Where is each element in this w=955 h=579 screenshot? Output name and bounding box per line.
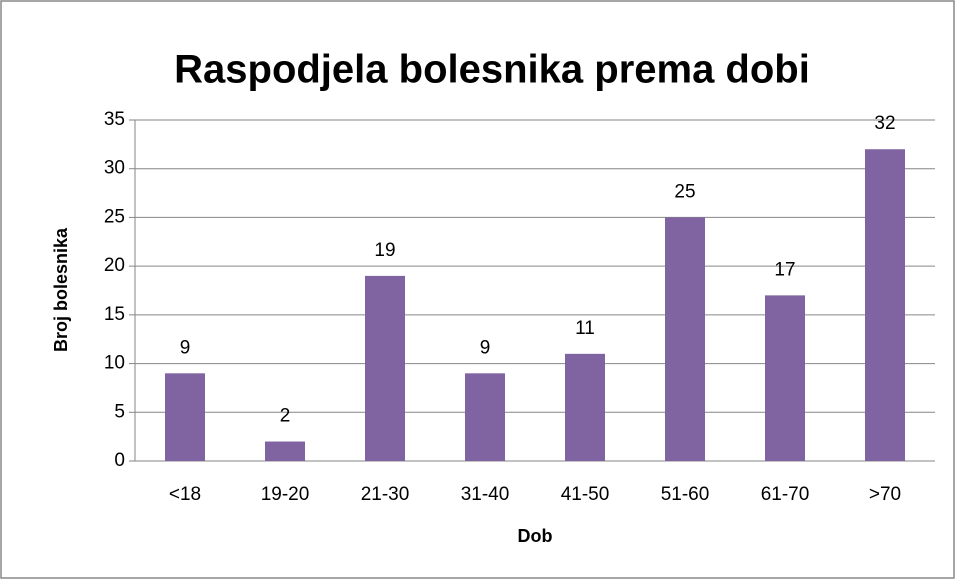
- y-tick-label: 15: [104, 304, 125, 325]
- y-axis-title: Broj bolesnika: [51, 227, 71, 352]
- y-tick-label: 20: [104, 255, 125, 276]
- x-tick-label: 51-60: [661, 484, 710, 505]
- bar: [165, 373, 205, 461]
- y-tick-label: 25: [104, 206, 125, 227]
- bar: [565, 353, 605, 461]
- y-tick-label: 35: [104, 109, 125, 130]
- bar: [865, 149, 905, 461]
- x-tick-label: <18: [169, 484, 201, 505]
- y-tick-label: 30: [104, 158, 125, 179]
- chart-title: Raspodjela bolesnika prema dobi: [174, 48, 810, 92]
- data-label: 9: [180, 337, 191, 358]
- y-tick-label: 5: [114, 401, 125, 422]
- x-tick-label: >70: [869, 484, 901, 505]
- bar: [365, 275, 405, 461]
- data-label: 32: [874, 113, 895, 134]
- data-label: 11: [575, 318, 595, 339]
- data-label: 19: [374, 240, 395, 261]
- bar: [265, 441, 305, 461]
- x-tick-label: 61-70: [761, 484, 810, 505]
- x-tick-label: 31-40: [461, 484, 510, 505]
- data-label: 25: [674, 181, 695, 202]
- x-tick-label: 21-30: [361, 484, 410, 505]
- data-label: 9: [480, 337, 491, 358]
- bar: [465, 373, 505, 461]
- data-label: 2: [280, 406, 291, 427]
- x-axis-title: Dob: [518, 526, 553, 546]
- y-tick-label: 10: [104, 353, 125, 374]
- bar: [665, 217, 705, 461]
- bar: [765, 295, 805, 461]
- y-tick-label: 0: [114, 450, 125, 471]
- data-label: 17: [774, 259, 795, 280]
- x-tick-label: 41-50: [561, 484, 610, 505]
- x-tick-label: 19-20: [261, 484, 310, 505]
